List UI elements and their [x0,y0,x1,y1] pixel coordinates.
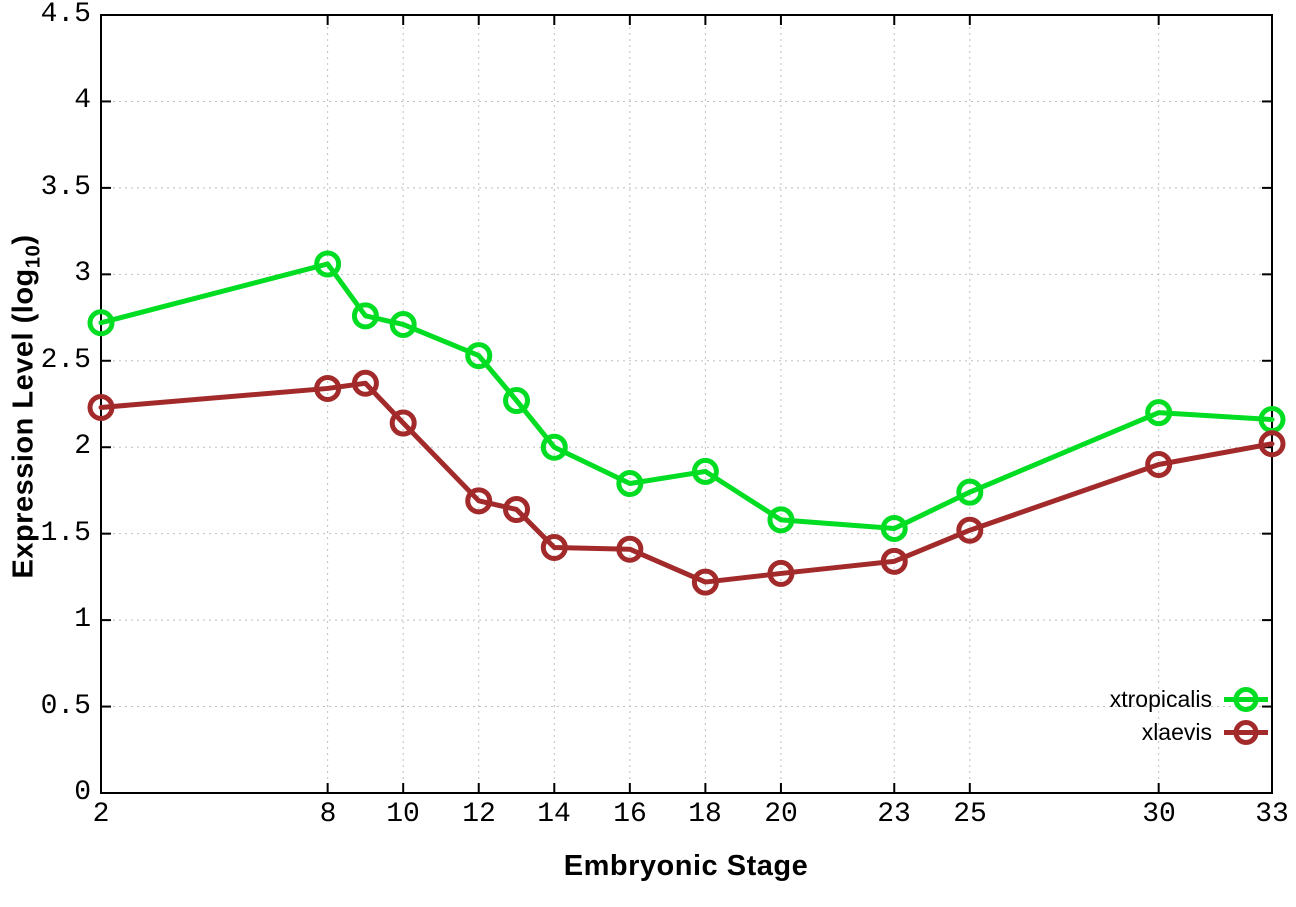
legend: xtropicalis xlaevis [1110,684,1270,748]
data-point-xlaevis [616,535,644,563]
data-point-xlaevis [351,369,379,397]
legend-marker-icon [1224,687,1268,712]
y-tick-label: 3.5 [40,172,91,203]
x-tick-label: 10 [386,799,420,830]
y-axis-title-text: Expression Level (log [7,268,40,579]
x-tick-label: 16 [613,799,647,830]
data-point-xtropicalis [956,478,984,506]
legend-marker-icon [1224,720,1268,745]
x-tick-label: 25 [953,799,987,830]
y-tick-label: 4.5 [40,0,91,30]
y-tick-label: 2.5 [40,345,91,376]
x-tick-label: 12 [462,799,496,830]
data-point-xlaevis [540,533,568,561]
x-tick-label: 20 [764,799,798,830]
y-axis-title: Expression Level (log10) [7,207,45,607]
data-point-xlaevis [956,516,984,544]
y-tick-label: 4 [74,85,91,116]
data-point-xtropicalis [616,470,644,498]
legend-label: xtropicalis [1109,686,1212,712]
data-point-xtropicalis [767,506,795,534]
data-point-xlaevis [389,409,417,437]
data-point-xtropicalis [87,309,115,337]
legend-entry-xtropicalis: xtropicalis [1110,684,1270,715]
data-point-xlaevis [691,568,719,596]
y-tick-label: 0 [74,777,91,808]
legend-label: xlaevis [1141,719,1212,745]
data-point-xtropicalis [691,457,719,485]
data-point-xtropicalis [465,342,493,370]
data-point-xtropicalis [1145,399,1173,427]
y-tick-label: 1 [74,604,91,635]
y-axis-title-suffix: ) [7,234,40,245]
data-point-xlaevis [1258,430,1286,458]
plot-border [100,14,1273,794]
data-point-xlaevis [503,495,531,523]
legend-circle [1233,720,1259,745]
data-point-xtropicalis [540,433,568,461]
data-point-xlaevis [880,547,908,575]
data-point-xlaevis [1145,451,1173,479]
data-point-xtropicalis [351,302,379,330]
x-tick-label: 18 [688,799,722,830]
data-point-xtropicalis [503,387,531,415]
x-tick-label: 30 [1142,799,1176,830]
series-line-xlaevis [98,380,1275,585]
series-line-xtropicalis [98,261,1275,531]
y-tick-label: 1.5 [40,518,91,549]
data-point-xlaevis [465,487,493,515]
data-point-xtropicalis [389,310,417,338]
x-tick-label: 8 [319,799,337,830]
y-axis-title-subscript: 10 [22,244,45,269]
x-tick-label: 14 [537,799,571,830]
legend-circle [1233,687,1259,712]
data-point-xlaevis [314,374,342,402]
y-tick-label: 0.5 [40,691,91,722]
data-point-xlaevis [87,393,115,421]
data-point-xtropicalis [880,514,908,542]
y-tick-label: 3 [74,258,91,289]
x-axis-title: Embryonic Stage [563,850,809,882]
y-tick-label: 2 [74,431,91,462]
x-tick-label: 2 [92,799,110,830]
x-tick-label: 33 [1255,799,1289,830]
data-point-xtropicalis [314,250,342,278]
legend-entry-xlaevis: xlaevis [1110,717,1270,748]
x-tick-label: 23 [877,799,911,830]
data-point-xlaevis [767,559,795,587]
